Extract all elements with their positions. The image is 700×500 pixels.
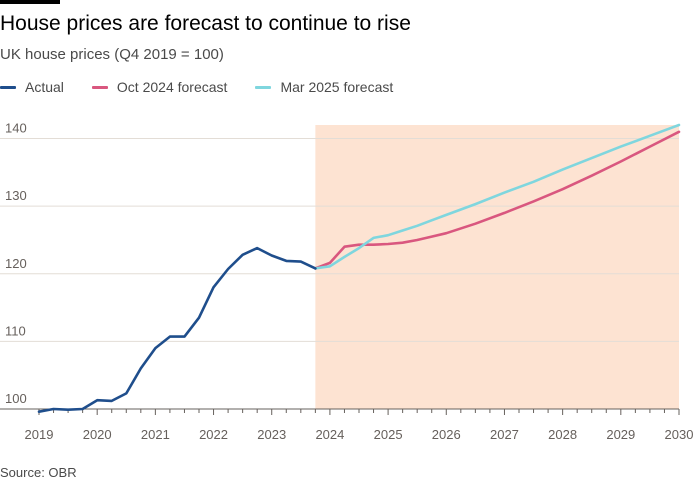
- y-tick-label-110: 110: [5, 323, 26, 338]
- series-line-oct-2024: [314, 130, 681, 270]
- x-tick-label-2022: 2022: [199, 427, 228, 442]
- source-note: Source: OBR: [0, 465, 77, 480]
- x-axis-ticks: 2019 2020 2021 2022 2023 2024 2025 2026 2027 2028…: [25, 409, 694, 442]
- brand-bar: [0, 0, 60, 4]
- legend-swatch-actual: [0, 85, 16, 89]
- legend-item-oct-2024: Oct 2024 forecast: [91, 79, 228, 95]
- y-axis-ticks: 100 110 120 130 140: [5, 121, 27, 406]
- legend-label-oct-2024: Oct 2024 forecast: [116, 79, 228, 95]
- series-lines: [37, 123, 681, 414]
- legend-swatch-oct-2024: [91, 85, 108, 89]
- x-tick-label-2023: 2023: [257, 427, 286, 442]
- y-tick-label-120: 120: [5, 256, 27, 271]
- chart-title: House prices are forecast to continue to…: [0, 12, 411, 35]
- series-line-actual: [37, 246, 317, 414]
- legend-label-mar-2025: Mar 2025 forecast: [280, 79, 394, 95]
- gridlines: [0, 138, 679, 410]
- legend-item-mar-2025: Mar 2025 forecast: [255, 79, 393, 95]
- x-tick-label-2024: 2024: [315, 427, 344, 442]
- x-tick-label-2029: 2029: [606, 427, 635, 442]
- series-line-mar-2025: [314, 123, 681, 270]
- y-tick-label-130: 130: [5, 188, 27, 203]
- forecast-region: [315, 125, 679, 409]
- x-tick-label-2030: 2030: [665, 427, 694, 442]
- x-tick-label-2027: 2027: [490, 427, 519, 442]
- y-tick-label-100: 100: [5, 391, 27, 406]
- x-tick-label-2020: 2020: [83, 427, 112, 442]
- x-tick-label-2021: 2021: [141, 427, 170, 442]
- legend-label-actual: Actual: [25, 79, 64, 95]
- x-tick-label-2028: 2028: [548, 427, 577, 442]
- x-tick-label-2019: 2019: [25, 427, 54, 442]
- y-tick-label-140: 140: [5, 121, 27, 136]
- x-tick-label-2026: 2026: [432, 427, 461, 442]
- chart-subtitle: UK house prices (Q4 2019 = 100): [0, 46, 224, 63]
- legend: Actual Oct 2024 forecast Mar 2025 foreca…: [0, 79, 421, 95]
- forecast-region-layer: [315, 125, 679, 409]
- x-tick-label-2025: 2025: [374, 427, 403, 442]
- legend-swatch-mar-2025: [255, 85, 272, 89]
- legend-item-actual: Actual: [0, 79, 64, 95]
